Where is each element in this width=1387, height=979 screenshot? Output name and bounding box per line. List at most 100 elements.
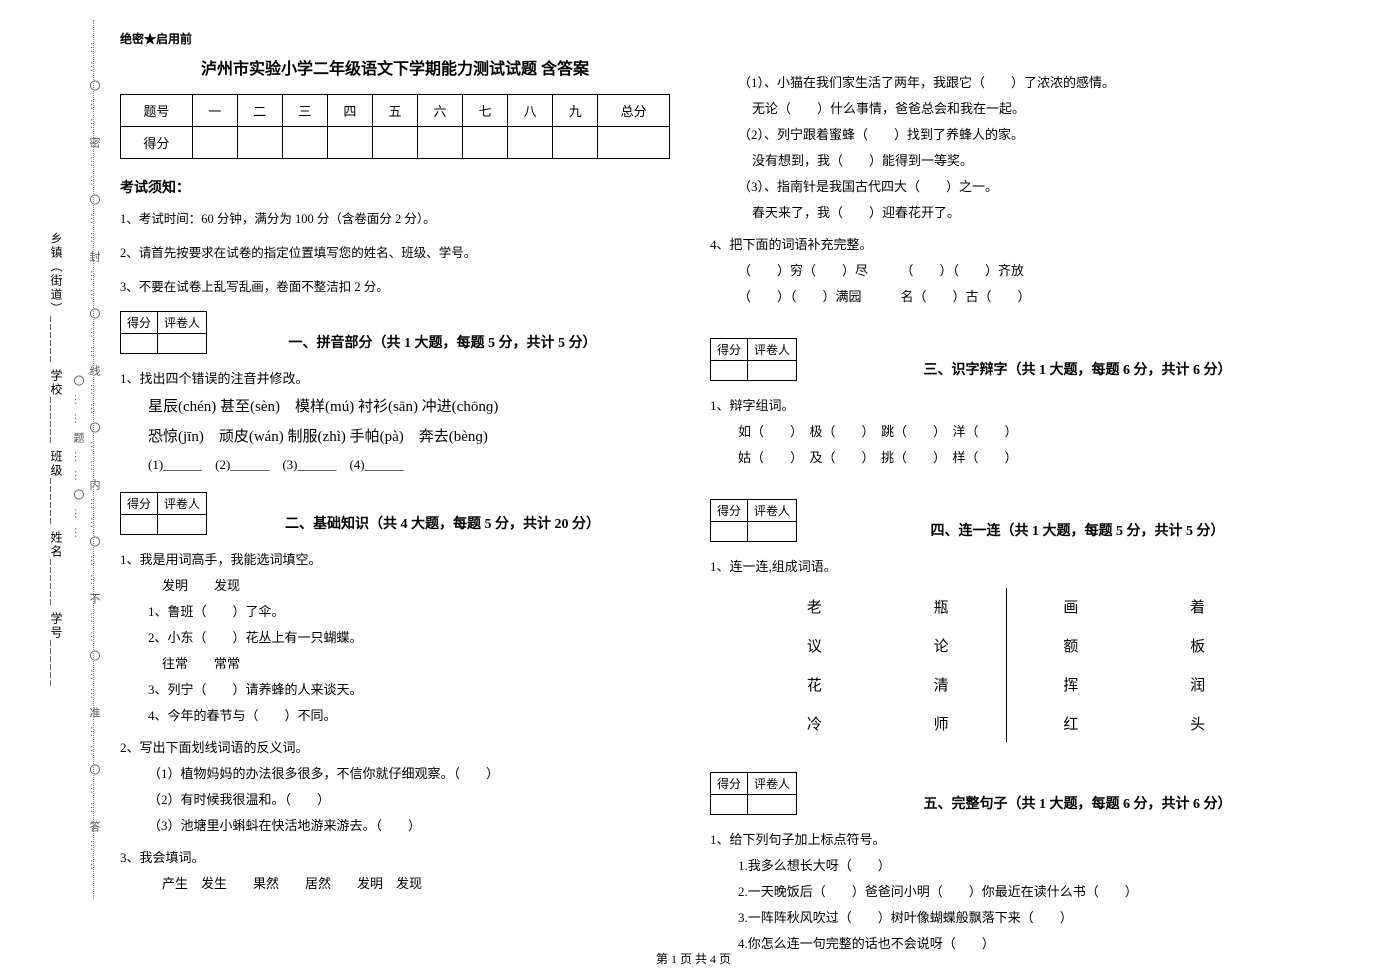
- question-label: 1、我是用词高手，我能选词填空。: [120, 552, 322, 567]
- grader-cell[interactable]: [748, 522, 797, 542]
- section-score-box: 得分评卷人: [710, 772, 797, 815]
- score-cell[interactable]: [121, 334, 158, 354]
- score-label: 得分: [121, 312, 158, 334]
- sub-question: 春天来了，我（ ）迎春花开了。: [710, 200, 1350, 226]
- word-options: 往常 常常: [120, 651, 670, 677]
- grader-cell[interactable]: [158, 515, 207, 535]
- grader-label: 评卷人: [748, 339, 797, 361]
- sub-question: （2）、列宁跟着蜜蜂（ ）找到了养蜂人的家。: [710, 122, 1350, 148]
- binding-fields: 乡镇（街道）______ 学校______ 班级______ 姓名______ …: [48, 20, 65, 900]
- table-header: 二: [237, 95, 282, 127]
- left-column: 绝密★启用前 泸州市实验小学二年级语文下学期能力测试试题 含答案 题号 一 二 …: [95, 0, 700, 979]
- question-label: 1、连一连,组成词语。: [710, 559, 837, 574]
- right-column: （1）、小猫在我们家生活了两年，我跟它（ ）了浓浓的感情。 无论（ ）什么事情，…: [700, 0, 1380, 979]
- binding-area: 乡镇（街道）______ 学校______ 班级______ 姓名______ …: [0, 0, 95, 920]
- match-cell: 花: [752, 666, 877, 703]
- divider: [1006, 588, 1007, 742]
- match-cell: 挥: [1009, 666, 1134, 703]
- section-title: 二、基础知识（共 4 大题，每题 5 分，共计 20 分）: [215, 513, 670, 535]
- score-label: 得分: [121, 493, 158, 515]
- sub-question: 3.一阵阵秋风吹过（ ）树叶像蝴蝶般飘落下来（ ）: [710, 905, 1350, 931]
- table-header: 五: [372, 95, 417, 127]
- sub-question: 没有想到，我（ ）能得到一等奖。: [710, 148, 1350, 174]
- match-cell: 红: [1009, 705, 1134, 742]
- sub-question: 4、今年的春节与（ ）不同。: [120, 703, 670, 729]
- table-header: 七: [463, 95, 508, 127]
- score-cell[interactable]: [711, 795, 748, 815]
- score-cell[interactable]: [327, 127, 372, 159]
- sub-question: 无论（ ）什么事情，爸爸总会和我在一起。: [710, 96, 1350, 122]
- sub-question: （1）、小猫在我们家生活了两年，我跟它（ ）了浓浓的感情。: [710, 70, 1350, 96]
- question-label: 1、找出四个错误的注音并修改。: [120, 371, 309, 386]
- match-cell: 头: [1135, 705, 1260, 742]
- sub-question: （3）、指南针是我国古代四大（ ）之一。: [710, 174, 1350, 200]
- match-cell: 板: [1135, 627, 1260, 664]
- score-cell[interactable]: [121, 515, 158, 535]
- question: 1、找出四个错误的注音并修改。 星辰(chén) 甚至(sèn) 模样(mú) …: [120, 366, 670, 478]
- sub-question: （1）植物妈妈的办法很多很多，不信你就仔细观察。（ ）: [120, 761, 670, 787]
- sub-question: （ ）（ ）满园 名（ ）古（ ）: [710, 284, 1350, 310]
- score-cell[interactable]: [417, 127, 462, 159]
- score-cell[interactable]: [282, 127, 327, 159]
- table-row: 题号 一 二 三 四 五 六 七 八 九 总分: [121, 95, 670, 127]
- question: 4、把下面的词语补充完整。 （ ）穷（ ）尽 （ ）（ ）齐放 （ ）（ ）满园…: [710, 232, 1350, 310]
- score-cell[interactable]: [711, 522, 748, 542]
- grader-cell[interactable]: [748, 361, 797, 381]
- match-table: 老 瓶 画 着 议 论 额 板 花 清 挥 润 冷 师 红: [750, 586, 1262, 744]
- question: （1）、小猫在我们家生活了两年，我跟它（ ）了浓浓的感情。 无论（ ）什么事情，…: [710, 70, 1350, 226]
- score-label: 得分: [711, 500, 748, 522]
- section-header: 得分评卷人 二、基础知识（共 4 大题，每题 5 分，共计 20 分）: [120, 492, 670, 535]
- match-cell: 论: [879, 627, 1004, 664]
- table-header: 题号: [121, 95, 193, 127]
- page-container: 乡镇（街道）______ 学校______ 班级______ 姓名______ …: [0, 0, 1387, 979]
- score-cell[interactable]: [372, 127, 417, 159]
- match-cell: 清: [879, 666, 1004, 703]
- table-header: 九: [553, 95, 598, 127]
- section-header: 得分评卷人 四、连一连（共 1 大题，每题 5 分，共计 5 分）: [710, 499, 1350, 542]
- sub-question: 2.一天晚饭后（ ）爸爸问小明（ ）你最近在读什么书（ ）: [710, 879, 1350, 905]
- score-cell[interactable]: [711, 361, 748, 381]
- grader-label: 评卷人: [158, 312, 207, 334]
- sub-question: （3）池塘里小蝌蚪在快活地游来游去。（ ）: [120, 813, 670, 839]
- word-options: 发明 发现: [120, 573, 670, 599]
- section-title: 四、连一连（共 1 大题，每题 5 分，共计 5 分）: [805, 520, 1350, 542]
- grader-label: 评卷人: [748, 773, 797, 795]
- grader-cell[interactable]: [158, 334, 207, 354]
- score-label: 得分: [711, 339, 748, 361]
- table-row: 老 瓶 画 着: [752, 588, 1260, 625]
- sub-question: 1、鲁班（ ）了伞。: [120, 599, 670, 625]
- table-header: 一: [192, 95, 237, 127]
- section-header: 得分评卷人 一、拼音部分（共 1 大题，每题 5 分，共计 5 分）: [120, 311, 670, 354]
- grader-label: 评卷人: [748, 500, 797, 522]
- sub-question: 1.我多么想长大呀（ ）: [710, 853, 1350, 879]
- question: 1、辩字组词。 如（ ） 极（ ） 跳（ ） 洋（ ） 姑（ ） 及（ ） 挑（…: [710, 393, 1350, 471]
- confidential-label: 绝密★启用前: [120, 30, 670, 47]
- section-header: 得分评卷人 五、完整句子（共 1 大题，每题 6 分，共计 6 分）: [710, 772, 1350, 815]
- table-row: 得分: [121, 127, 670, 159]
- score-cell[interactable]: [463, 127, 508, 159]
- match-cell: 冷: [752, 705, 877, 742]
- question: 1、给下列句子加上标点符号。 1.我多么想长大呀（ ） 2.一天晚饭后（ ）爸爸…: [710, 827, 1350, 957]
- score-cell[interactable]: [553, 127, 598, 159]
- notice-title: 考试须知：: [120, 177, 670, 197]
- score-cell[interactable]: [237, 127, 282, 159]
- binding-seal: ……〇……密……〇……封……〇……线……〇……内……〇……不……〇……准……〇……: [70, 20, 102, 900]
- score-cell[interactable]: [598, 127, 670, 159]
- notice-item: 1、考试时间：60 分钟，满分为 100 分（含卷面分 2 分）。: [120, 209, 670, 229]
- question-label: 4、把下面的词语补充完整。: [710, 237, 873, 252]
- section-score-box: 得分评卷人: [710, 338, 797, 381]
- dotted-line: [93, 20, 94, 900]
- score-cell[interactable]: [192, 127, 237, 159]
- section-score-box: 得分评卷人: [120, 311, 207, 354]
- score-cell[interactable]: [508, 127, 553, 159]
- section-score-box: 得分评卷人: [120, 492, 207, 535]
- sub-question: （2）有时候我很温和。（ ）: [120, 787, 670, 813]
- question-label: 2、写出下面划线词语的反义词。: [120, 740, 309, 755]
- notice-item: 3、不要在试卷上乱写乱画，卷面不整洁扣 2 分。: [120, 277, 670, 297]
- table-header: 六: [417, 95, 462, 127]
- table-header: 总分: [598, 95, 670, 127]
- table-header: 四: [327, 95, 372, 127]
- grader-cell[interactable]: [748, 795, 797, 815]
- sub-question: 3、列宁（ ）请养蜂的人来谈天。: [120, 677, 670, 703]
- section-score-box: 得分评卷人: [710, 499, 797, 542]
